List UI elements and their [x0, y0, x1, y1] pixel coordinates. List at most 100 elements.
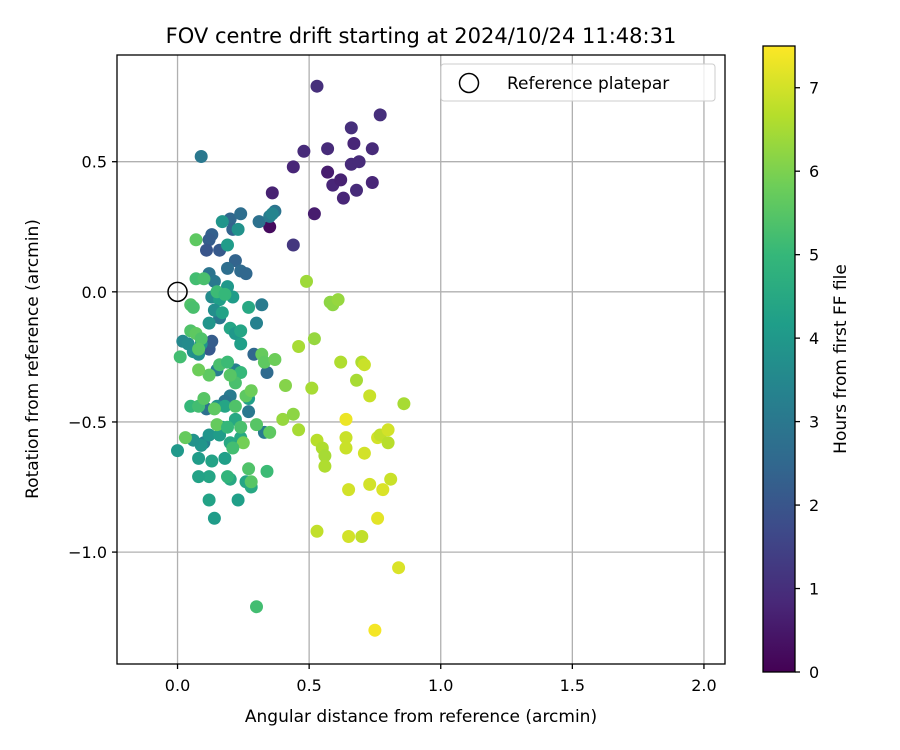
- scatter-point: [234, 207, 248, 221]
- colorbar-tick-label: 0: [809, 663, 819, 682]
- colorbar-tick-label: 4: [809, 329, 819, 348]
- scatter-point: [221, 261, 234, 275]
- reference-marker: [167, 281, 188, 303]
- scatter-point: [255, 298, 269, 312]
- scatter-point: [365, 142, 379, 156]
- scatter-point: [194, 150, 208, 163]
- scatter-point: [228, 254, 242, 268]
- scatter-point: [250, 316, 263, 330]
- scatter-point: [307, 332, 321, 346]
- scatter-point: [334, 355, 348, 369]
- scatter-point: [252, 215, 266, 229]
- scatter-point: [257, 355, 271, 369]
- colorbar-label: Hours from first FF file: [831, 264, 851, 454]
- scatter-point: [336, 191, 350, 205]
- x-tick-label: 2.0: [691, 676, 716, 695]
- scatter-point: [339, 441, 353, 455]
- scatter-point: [221, 470, 234, 484]
- scatter-point: [292, 423, 306, 437]
- scatter-point: [202, 470, 216, 484]
- scatter-point: [363, 477, 377, 491]
- scatter-point: [215, 306, 229, 320]
- scatter-point: [297, 144, 311, 158]
- scatter-point: [181, 337, 195, 351]
- legend-box: [440, 63, 716, 102]
- scatter-point: [318, 459, 332, 473]
- scatter-point: [189, 233, 203, 247]
- scatter-point: [231, 493, 245, 507]
- colorbar-gradient: [763, 46, 795, 672]
- scatter-point: [234, 337, 248, 351]
- plot-area: [117, 55, 725, 664]
- scatter-point: [221, 355, 234, 369]
- scatter-point: [286, 238, 300, 252]
- scatter-point: [268, 353, 282, 366]
- scatter-point: [365, 176, 379, 189]
- scatter-point: [221, 238, 234, 252]
- scatter-point: [228, 399, 242, 413]
- scatter-point: [357, 446, 371, 460]
- scatter-point: [339, 431, 353, 445]
- scatter-point: [355, 530, 369, 543]
- scatter-point: [239, 267, 253, 281]
- scatter-point: [331, 293, 345, 307]
- scatter-point: [342, 483, 356, 497]
- chart-title: FOV centre drift starting at 2024/10/24 …: [166, 24, 677, 48]
- scatter-point: [318, 449, 332, 463]
- colorbar-tick-label: 2: [809, 496, 819, 515]
- scatter-point: [242, 462, 256, 476]
- scatter-point: [300, 274, 313, 288]
- x-tick-label: 0.0: [165, 676, 190, 695]
- scatter-point: [279, 379, 292, 392]
- scatter-point: [218, 287, 232, 301]
- x-tick-label: 1.5: [560, 676, 585, 695]
- scatter-point: [192, 342, 206, 356]
- scatter-point: [210, 418, 224, 432]
- scatter-point: [202, 233, 216, 247]
- y-tick-label: −0.5: [68, 413, 107, 432]
- y-tick-label: −1.0: [68, 543, 107, 562]
- legend-reference-marker: [458, 72, 480, 94]
- scatter-point: [334, 173, 348, 187]
- scatter-point: [218, 451, 232, 465]
- scatter-point: [207, 511, 221, 525]
- scatter-point: [173, 350, 187, 364]
- scatter-point: [339, 412, 353, 426]
- scatter-point: [205, 334, 219, 348]
- scatter-point: [234, 366, 248, 379]
- scatter-point: [221, 420, 234, 434]
- scatter-point: [321, 142, 335, 156]
- scatter-point: [381, 423, 395, 437]
- scatter-point: [307, 207, 321, 221]
- scatter-point: [178, 431, 192, 445]
- scatter-point: [186, 300, 200, 314]
- scatter-point: [363, 389, 377, 403]
- x-tick-label: 1.0: [428, 676, 453, 695]
- scatter-point: [244, 384, 258, 398]
- scatter-point: [292, 340, 306, 353]
- scatter-point: [213, 428, 227, 442]
- scatter-point: [250, 600, 263, 614]
- scatter-point: [234, 420, 248, 434]
- scatter-point: [263, 425, 277, 439]
- scatter-point: [371, 511, 385, 525]
- scatter-point: [226, 441, 240, 455]
- scatter-point: [192, 470, 206, 484]
- colorbar-ticks: 0 1 2 3 4 5 6 7: [795, 79, 819, 682]
- scatter-point: [286, 407, 300, 421]
- scatter-point: [397, 397, 411, 411]
- scatter-point: [218, 399, 232, 413]
- plot-frame: [116, 54, 726, 665]
- scatter-point: [197, 272, 211, 286]
- scatter-point: [310, 79, 324, 93]
- scatter-point: [202, 368, 216, 382]
- colorbar-tick-label: 3: [809, 413, 819, 432]
- colorbar: 0 1 2 3 4 5 6 7 Hours from first FF file: [762, 45, 851, 682]
- colorbar-tick-label: 6: [809, 162, 819, 181]
- scatter-point: [260, 464, 274, 478]
- scatter-point: [202, 428, 216, 442]
- legend-entry-reference: Reference platepar: [507, 74, 669, 94]
- scatter-point: [344, 121, 358, 135]
- scatter-point: [350, 373, 363, 387]
- scatter-point: [373, 108, 387, 122]
